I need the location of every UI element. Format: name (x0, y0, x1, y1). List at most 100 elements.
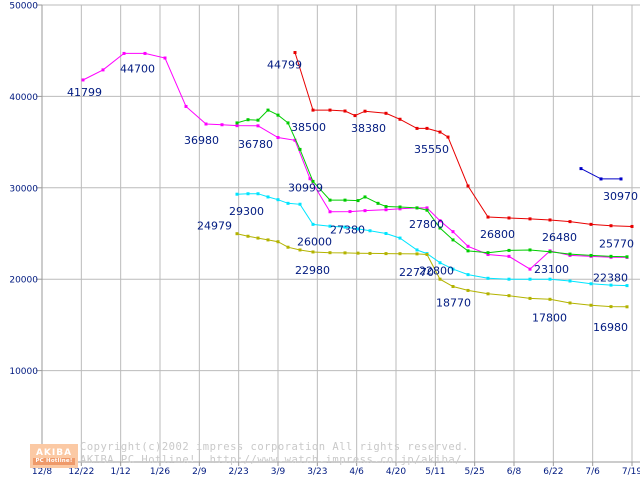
data-point-marker (298, 147, 302, 151)
data-point-marker (625, 305, 629, 309)
data-point-value-label: 36980 (184, 134, 219, 147)
data-point-marker (246, 234, 250, 238)
data-point-marker (368, 251, 372, 255)
data-point-value-label: 26000 (297, 235, 332, 248)
data-point-marker (446, 135, 450, 139)
data-point-marker (356, 199, 360, 203)
data-point-marker (589, 282, 593, 286)
data-point-marker (438, 219, 442, 223)
data-point-marker (438, 261, 442, 265)
x-tick-label: 6/8 (507, 467, 522, 477)
series-blue (579, 167, 623, 181)
data-point-marker (398, 205, 402, 209)
gridlines (41, 4, 640, 462)
data-point-marker (256, 192, 260, 196)
data-point-marker (486, 253, 490, 257)
data-point-marker (246, 192, 250, 196)
series-cyan (235, 192, 629, 288)
data-point-marker (276, 136, 280, 140)
data-point-marker (311, 250, 315, 254)
watermark-text: Copyright(c)2002 impress corporation All… (80, 441, 469, 466)
data-point-marker (486, 215, 490, 219)
data-point-marker (451, 285, 455, 289)
data-point-value-label: 30970 (603, 190, 638, 203)
data-point-marker (548, 277, 552, 281)
x-tick-label: 3/9 (271, 467, 286, 477)
series-green (235, 108, 629, 259)
data-point-marker (548, 297, 552, 301)
y-tick-label: 50000 (9, 2, 38, 12)
data-point-marker (568, 301, 572, 305)
data-point-marker (353, 114, 357, 118)
data-point-marker (568, 279, 572, 283)
data-point-value-label: 22800 (419, 265, 454, 278)
data-point-marker (343, 109, 347, 113)
data-point-marker (528, 248, 532, 252)
data-point-marker (398, 236, 402, 240)
data-point-marker (343, 251, 347, 255)
x-tick-label: 5/25 (465, 467, 485, 477)
data-point-marker (308, 177, 312, 181)
data-point-marker (256, 118, 260, 122)
y-tick-label: 10000 (9, 367, 38, 377)
data-point-marker (579, 167, 583, 171)
x-tick-label: 7/6 (585, 467, 600, 477)
data-point-marker (163, 56, 167, 60)
logo-subtitle: PC Hotline! (33, 457, 75, 465)
data-point-marker (81, 78, 85, 82)
data-point-value-label: 25770 (599, 237, 634, 250)
data-point-labels: 41799 44700 36980 36780 30999 27380 27800 23100… (67, 59, 638, 334)
data-point-value-label: 22380 (593, 271, 628, 284)
data-point-value-label: 44799 (267, 59, 302, 72)
data-point-value-label: 38380 (351, 122, 386, 135)
data-point-value-label: 16980 (593, 321, 628, 334)
data-point-marker (376, 201, 380, 205)
data-point-marker (625, 284, 629, 288)
x-tick-label: 12/22 (68, 467, 94, 477)
data-point-marker (425, 206, 429, 210)
data-point-marker (548, 250, 552, 254)
data-point-marker (311, 222, 315, 226)
data-point-marker (256, 236, 260, 240)
data-point-marker (398, 117, 402, 121)
data-point-value-label: 44700 (120, 62, 155, 75)
data-point-marker (625, 255, 629, 259)
data-point-marker (220, 123, 224, 127)
data-point-value-label: 22770 (399, 266, 434, 279)
data-point-marker (143, 51, 147, 55)
data-point-marker (311, 179, 315, 183)
data-point-value-label: 27800 (409, 218, 444, 231)
data-point-value-label: 30999 (288, 182, 323, 195)
data-point-marker (507, 294, 511, 298)
data-point-marker (415, 206, 419, 210)
data-point-value-label: 22980 (295, 264, 330, 277)
data-point-marker (425, 253, 429, 257)
data-point-marker (184, 104, 188, 108)
data-point-marker (246, 118, 250, 122)
x-tick-label: 6/22 (543, 467, 563, 477)
y-tick-label: 30000 (9, 184, 38, 194)
data-point-value-label: 26800 (480, 228, 515, 241)
data-point-marker (286, 121, 290, 125)
data-point-marker (486, 251, 490, 255)
x-tick-label: 7/19 (622, 467, 640, 477)
data-point-marker (599, 177, 603, 181)
data-point-value-label: 17800 (532, 311, 567, 324)
data-series (81, 51, 634, 309)
data-point-marker (398, 207, 402, 211)
data-point-value-label: 24979 (197, 220, 232, 233)
data-point-marker (438, 130, 442, 134)
data-point-marker (356, 227, 360, 231)
copyright-text: Copyright(c)2002 impress corporation All… (80, 441, 469, 453)
x-tick-label: 4/6 (349, 467, 364, 477)
data-point-value-label: 27380 (330, 224, 365, 237)
data-point-marker (589, 253, 593, 257)
data-point-marker (363, 209, 367, 213)
data-point-marker (298, 248, 302, 252)
data-point-marker (507, 277, 511, 281)
data-point-marker (609, 305, 613, 309)
data-point-marker (415, 248, 419, 252)
data-point-marker (328, 224, 332, 228)
data-point-marker (589, 303, 593, 307)
